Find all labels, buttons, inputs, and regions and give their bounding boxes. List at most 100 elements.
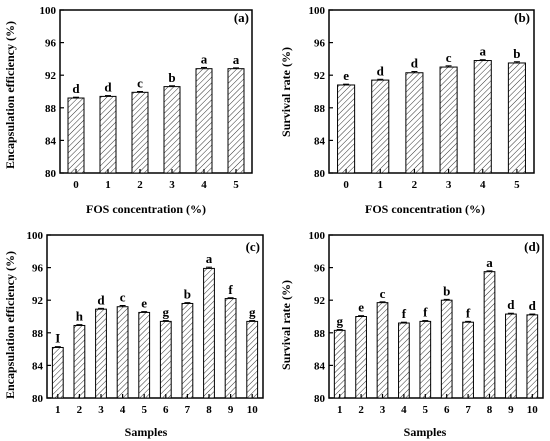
bar bbox=[507, 62, 526, 174]
x-tick-label: 1 bbox=[105, 179, 111, 191]
y-tick-label: 84 bbox=[32, 360, 44, 372]
bar bbox=[376, 302, 389, 399]
bar bbox=[195, 68, 213, 174]
panel-c-panel-label: (c) bbox=[246, 239, 260, 254]
y-tick-label: 84 bbox=[314, 360, 326, 372]
y-tick-label: 96 bbox=[314, 263, 326, 275]
significance-label: d bbox=[507, 297, 515, 312]
x-tick-label: 10 bbox=[527, 404, 539, 416]
panel-a-frame bbox=[59, 9, 253, 174]
bar bbox=[419, 320, 432, 399]
panel-d-frame bbox=[328, 234, 544, 399]
significance-label: h bbox=[76, 309, 84, 324]
y-tick-label: 88 bbox=[32, 328, 44, 340]
x-tick-label: 4 bbox=[401, 404, 407, 416]
y-tick-label: 92 bbox=[314, 70, 326, 82]
significance-label: a bbox=[201, 51, 208, 66]
x-tick-label: 1 bbox=[378, 179, 384, 191]
bar bbox=[116, 306, 129, 399]
y-tick-label: 88 bbox=[314, 328, 326, 340]
panel-b: Survival rate (%) FOS concentration (%) … bbox=[279, 5, 535, 216]
x-tick-label: 4 bbox=[480, 179, 486, 191]
bar bbox=[181, 302, 194, 399]
panel-b-xlabel: FOS concentration (%) bbox=[365, 202, 485, 216]
y-tick-label: 84 bbox=[45, 135, 57, 147]
panel-a-xlabel: FOS concentration (%) bbox=[86, 202, 206, 216]
panel-c-xlabel: Samples bbox=[125, 425, 168, 439]
x-tick-label: 6 bbox=[163, 404, 169, 416]
x-tick-label: 10 bbox=[247, 404, 259, 416]
significance-label: c bbox=[380, 286, 386, 301]
y-tick-label: 92 bbox=[45, 70, 57, 82]
x-tick-label: 2 bbox=[137, 179, 143, 191]
bar bbox=[203, 267, 215, 399]
panel-b-plot: 80 84 88 92 96 100 0 e 1 d 2 d 3 c 4 a 5 b bbox=[309, 5, 535, 191]
panel-a-panel-label: (a) bbox=[234, 10, 249, 25]
x-tick-label: 1 bbox=[337, 404, 343, 416]
significance-label: c bbox=[120, 289, 126, 304]
panel-b-panel-label: (b) bbox=[514, 10, 530, 25]
x-tick-label: 0 bbox=[343, 179, 349, 191]
significance-label: d bbox=[529, 298, 537, 313]
significance-label: a bbox=[233, 52, 240, 67]
panel-c-frame bbox=[46, 234, 264, 399]
y-tick-label: 100 bbox=[309, 230, 326, 242]
bar bbox=[371, 79, 390, 174]
x-tick-label: 0 bbox=[73, 179, 79, 191]
significance-label: c bbox=[137, 76, 143, 91]
bar bbox=[51, 346, 64, 399]
x-tick-label: 4 bbox=[120, 404, 126, 416]
y-tick-label: 96 bbox=[32, 263, 44, 275]
significance-label: e bbox=[343, 68, 349, 83]
significance-label: d bbox=[72, 81, 80, 96]
y-tick-label: 88 bbox=[314, 103, 326, 115]
y-tick-label: 100 bbox=[27, 230, 44, 242]
x-tick-label: 7 bbox=[465, 404, 471, 416]
significance-label: a bbox=[206, 251, 213, 266]
panel-a-ylabel: Encapsulation efficiency (%) bbox=[3, 21, 17, 169]
bar bbox=[440, 299, 453, 399]
bar bbox=[227, 68, 245, 174]
x-tick-label: 2 bbox=[358, 404, 364, 416]
bar bbox=[333, 329, 346, 399]
bar bbox=[398, 322, 410, 399]
y-tick-label: 84 bbox=[314, 135, 326, 147]
significance-label: e bbox=[358, 300, 364, 315]
significance-label: b bbox=[184, 287, 191, 302]
bar bbox=[67, 97, 85, 174]
y-tick-label: 80 bbox=[314, 168, 326, 180]
bar bbox=[462, 321, 474, 399]
x-tick-label: 3 bbox=[98, 404, 104, 416]
panel-a: Encapsulation efficiency (%) FOS concent… bbox=[3, 5, 253, 216]
y-tick-label: 100 bbox=[309, 5, 326, 17]
x-tick-label: 9 bbox=[508, 404, 514, 416]
significance-label: f bbox=[466, 305, 471, 320]
bar bbox=[224, 298, 237, 399]
significance-label: g bbox=[336, 314, 343, 329]
x-tick-label: 8 bbox=[206, 404, 212, 416]
y-tick-label: 80 bbox=[314, 393, 326, 405]
significance-label: b bbox=[168, 70, 175, 85]
y-tick-label: 80 bbox=[32, 393, 44, 405]
x-tick-label: 8 bbox=[487, 404, 493, 416]
panel-d-xlabel: Samples bbox=[404, 425, 447, 439]
panel-d-ylabel: Survival rate (%) bbox=[279, 280, 293, 370]
significance-label: g bbox=[249, 305, 256, 320]
x-tick-label: 6 bbox=[444, 404, 450, 416]
panel-a-plot: 80 84 88 92 96 100 0 d 1 d 2 c 3 b 4 a 5 a bbox=[40, 5, 253, 191]
x-tick-label: 2 bbox=[412, 179, 418, 191]
bar bbox=[439, 66, 458, 174]
x-tick-label: 2 bbox=[77, 404, 83, 416]
panel-b-frame bbox=[328, 9, 535, 174]
significance-label: f bbox=[423, 305, 428, 320]
x-tick-label: 7 bbox=[185, 404, 191, 416]
bar bbox=[405, 72, 424, 174]
significance-label: I bbox=[55, 331, 60, 346]
bar bbox=[526, 314, 539, 399]
significance-label: d bbox=[377, 63, 385, 78]
x-tick-label: 5 bbox=[423, 404, 429, 416]
x-tick-label: 4 bbox=[201, 179, 207, 191]
bar bbox=[246, 320, 259, 399]
bar bbox=[483, 271, 496, 399]
significance-label: d bbox=[97, 292, 105, 307]
